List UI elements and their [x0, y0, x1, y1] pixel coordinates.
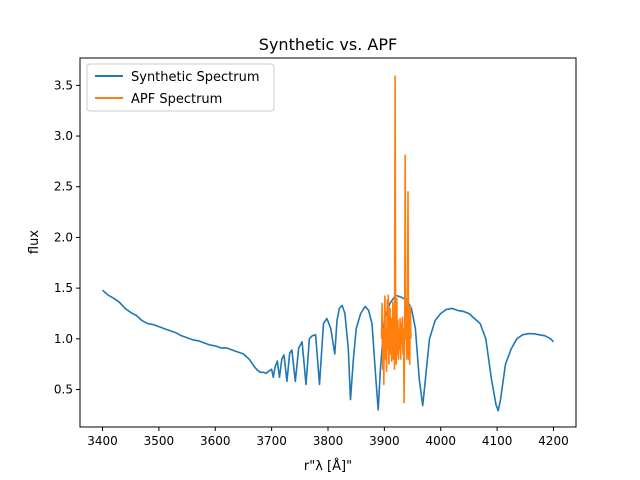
y-tick-label: 3.0 — [54, 129, 73, 143]
y-tick-label: 2.5 — [54, 180, 73, 194]
legend: Synthetic Spectrum APF Spectrum — [86, 63, 275, 112]
series-line-apf — [380, 75, 412, 404]
x-tick-label: 3400 — [87, 434, 118, 448]
chart-title: Synthetic vs. APF — [259, 35, 397, 54]
y-tick-label: 0.5 — [54, 382, 73, 396]
y-tick-label: 3.5 — [54, 78, 73, 92]
x-tick-label: 3900 — [369, 434, 400, 448]
y-axis-label: flux — [27, 230, 42, 254]
x-axis-label: r"λ [Å]" — [304, 458, 352, 474]
y-tick-label: 1.5 — [54, 281, 73, 295]
legend-label-synthetic: Synthetic Spectrum — [131, 70, 260, 85]
y-axis-ticks: 0.5 1.0 1.5 2.0 2.5 3.0 3.5 — [54, 78, 80, 396]
legend-box — [86, 63, 275, 112]
plot-lines — [101, 75, 555, 412]
x-tick-label: 4100 — [482, 434, 513, 448]
x-tick-label: 4200 — [538, 434, 569, 448]
x-tick-label: 3500 — [144, 434, 175, 448]
x-tick-label: 3700 — [256, 434, 287, 448]
y-tick-label: 1.0 — [54, 332, 73, 346]
series-line-synthetic — [101, 289, 555, 412]
y-tick-label: 2.0 — [54, 230, 73, 244]
x-tick-label: 3800 — [313, 434, 344, 448]
legend-label-apf: APF Spectrum — [131, 92, 222, 107]
x-tick-label: 4000 — [425, 434, 456, 448]
x-tick-label: 3600 — [200, 434, 231, 448]
x-axis-ticks: 3400 3500 3600 3700 3800 3900 4000 4100 4200 — [87, 427, 569, 448]
